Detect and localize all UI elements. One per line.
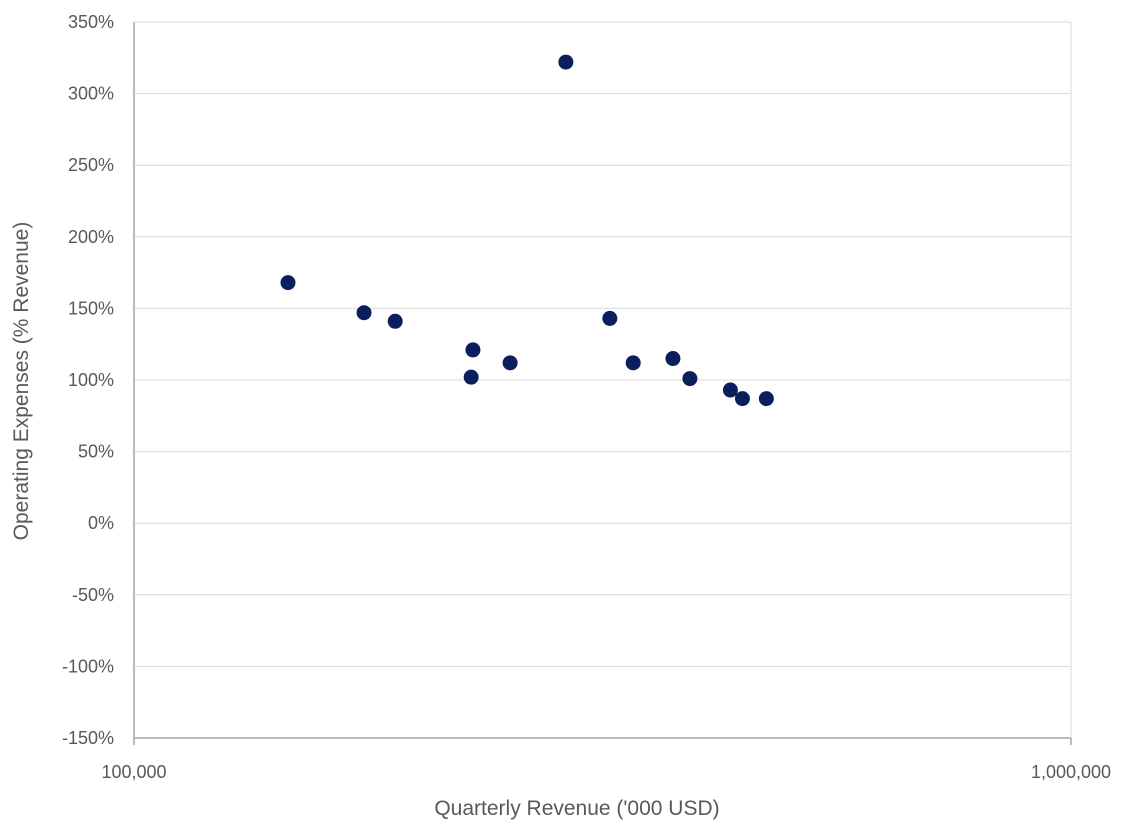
y-tick-label: -50%: [72, 585, 114, 605]
data-point: [722, 382, 738, 398]
axes: [133, 22, 1072, 745]
y-axis-title: Operating Expenses (% Revenue): [10, 222, 33, 541]
x-tick-labels: 100,000 1,000,000: [101, 762, 1111, 782]
data-point: [734, 391, 750, 407]
x-axis-title: Quarterly Revenue ('000 USD): [434, 797, 719, 820]
data-point: [502, 355, 518, 371]
y-tick-label: 250%: [68, 155, 114, 175]
x-tick-label: 1,000,000: [1031, 762, 1111, 782]
data-point: [602, 310, 618, 326]
data-point: [280, 275, 296, 291]
data-points: [280, 54, 774, 407]
data-point: [558, 54, 574, 70]
y-tick-label: 200%: [68, 227, 114, 247]
data-point: [387, 313, 403, 329]
gridlines: [134, 21, 1072, 738]
y-tick-label: 100%: [68, 370, 114, 390]
data-point: [665, 351, 681, 367]
data-point: [758, 391, 774, 407]
x-tick-label: 100,000: [101, 762, 166, 782]
data-point: [463, 369, 479, 385]
y-tick-label: 300%: [68, 84, 114, 104]
y-tick-label: -150%: [62, 728, 114, 748]
data-point: [682, 371, 698, 387]
data-point: [356, 305, 372, 321]
y-tick-label: -100%: [62, 656, 114, 676]
y-tick-label: 0%: [88, 513, 114, 533]
y-tick-label: 150%: [68, 298, 114, 318]
y-tick-label: 50%: [78, 442, 114, 462]
y-tick-label: 350%: [68, 12, 114, 32]
data-point: [625, 355, 641, 371]
data-point: [465, 342, 481, 358]
y-tick-labels: 350% 300% 250% 200% 150% 100% 50% 0% -50% -100% -1…: [62, 12, 114, 748]
